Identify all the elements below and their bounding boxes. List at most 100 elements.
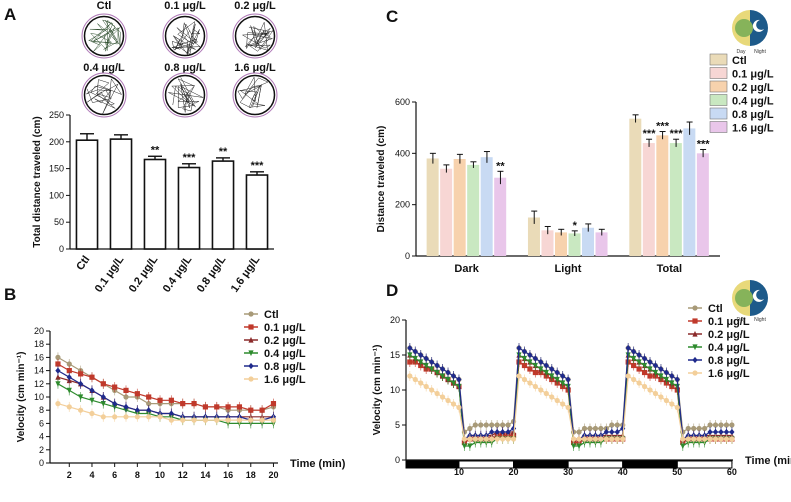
data-point [587,425,593,432]
trajectory-path [171,20,201,56]
series-1 [55,359,277,416]
data-point [445,376,451,383]
data-point [636,380,642,386]
x-tick-label: 6 [112,470,117,480]
y-tick-label: 5 [395,420,400,430]
data-point [55,367,61,374]
data-point [658,394,664,400]
data-point [723,436,730,442]
data-point [614,422,620,428]
data-point [461,443,468,450]
y-tick-label: 16 [34,352,44,362]
data-point [636,366,642,372]
data-point [472,422,478,428]
data-point [691,425,697,432]
data-point [445,397,451,404]
data-point [500,428,506,436]
data-point [467,425,473,432]
data-point [712,428,719,436]
y-tick-label: 4 [39,432,44,442]
legend-label: Ctl [732,55,747,67]
legend-swatch [709,107,728,120]
y-tick-label: 2 [39,445,44,455]
data-point [609,428,615,436]
data-point [652,369,659,376]
data-point [66,368,72,374]
data-point [407,352,413,359]
legend-label: 0.4 μg/L [264,348,306,360]
data-point [543,362,549,369]
x-tick-label: 30 [563,467,573,477]
icon-label: Night [754,49,766,55]
x-tick-label: Total [657,263,682,275]
data-point [598,425,604,432]
data-point [538,366,544,373]
data-point [259,417,265,423]
bar [177,166,201,250]
data-point [647,358,653,366]
y-tick-label: 15 [390,350,400,360]
arena-wall [83,74,125,116]
legend-marker [692,370,698,376]
data-point [66,404,72,410]
icon-label: Night [754,317,766,323]
data-point [236,404,243,410]
legend-marker [692,344,698,351]
data-point [560,372,566,380]
series-line [409,346,732,441]
data-point [592,425,599,432]
data-point [472,436,478,442]
data-point [467,436,473,442]
legend-label: 0.2 μg/L [264,335,306,347]
data-point [707,422,713,428]
x-tick-label: 12 [178,470,188,480]
y-tick-label: 50 [54,217,64,227]
data-point [214,404,220,410]
data-point [549,373,555,380]
data-point [521,355,528,362]
data-point [729,436,735,442]
y-tick-label: 200 [49,137,64,147]
data-point [461,436,468,442]
data-point [168,397,174,403]
x-tick-label: 60 [727,467,737,477]
data-point [674,376,680,383]
y-tick-label: 10 [34,392,44,402]
data-point [603,428,609,436]
data-point [236,417,243,423]
x-tick-label: 20 [509,467,519,477]
series-5 [55,398,277,426]
data-point [538,358,544,366]
bar [696,153,709,256]
data-point [489,428,495,436]
legend-label: 0.8 μg/L [708,355,750,367]
data-point [527,366,533,372]
legend-marker [248,336,254,343]
data-point [134,407,140,414]
bar [109,138,133,250]
significance-mark: *** [656,121,670,133]
bar [568,233,581,256]
data-point [647,366,653,373]
legend-label: Ctl [708,303,723,315]
data-point [609,436,615,442]
x-tick-label: Light [555,263,582,275]
data-point [202,404,209,410]
y-tick-label: 18 [34,339,44,349]
series-line [57,356,274,411]
day-night-icon: Day Night [732,280,768,323]
data-point [576,443,582,450]
data-point [658,365,664,373]
legend-label: 0.1 μg/L [708,316,750,328]
data-point [641,362,648,369]
data-point [685,436,691,442]
icon-label: Day [737,317,746,323]
trajectory-path [168,77,204,113]
data-point [598,436,604,442]
data-point [259,407,265,413]
y-tick-label: 600 [395,97,410,107]
moon-icon [752,19,764,32]
x-axis-label: Time (min) [745,455,791,467]
data-point [532,355,538,362]
